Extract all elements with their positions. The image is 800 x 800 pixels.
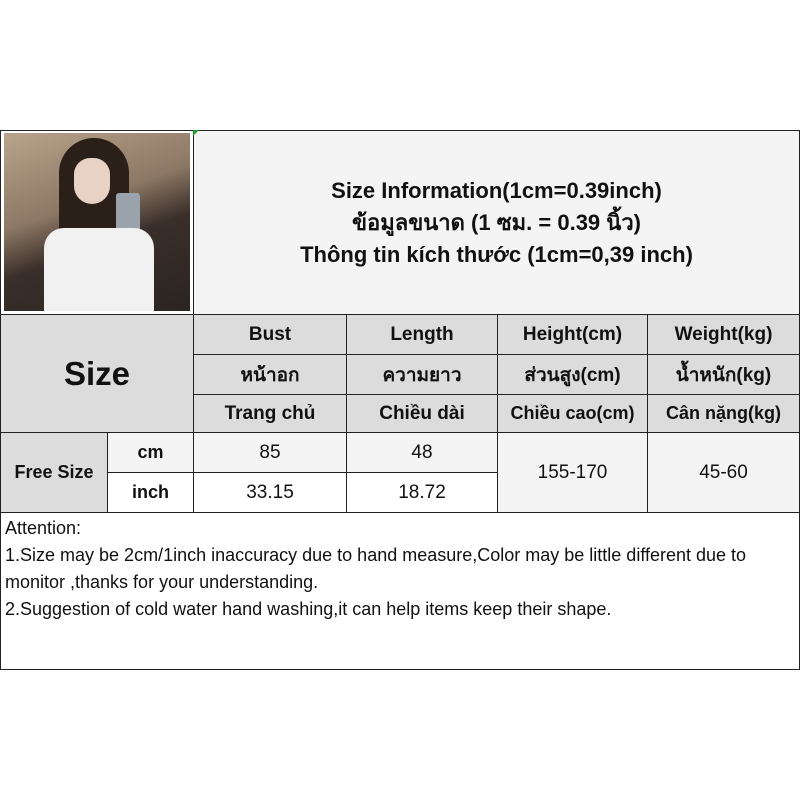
col-bust-vi: Trang chủ	[193, 394, 347, 433]
col-height-th: ส่วนสูง(cm)	[497, 354, 648, 395]
attention-line-2: 2.Suggestion of cold water hand washing,…	[5, 599, 612, 619]
attention-line-1: 1.Size may be 2cm/1inch inaccuracy due t…	[5, 545, 747, 592]
col-weight-vi: Cân nặng(kg)	[647, 394, 800, 433]
col-length-vi: Chiều dài	[346, 394, 498, 433]
height-value: 155-170	[497, 432, 648, 513]
bust-cm: 85	[193, 432, 347, 473]
col-length-en: Length	[346, 314, 498, 355]
col-weight-en: Weight(kg)	[647, 314, 800, 355]
col-bust-th: หน้าอก	[193, 354, 347, 395]
free-size-label: Free Size	[0, 432, 108, 513]
title-th: ข้อมูลขนาด (1 ซม. = 0.39 นิ้ว)	[351, 209, 641, 235]
unit-inch: inch	[107, 472, 194, 513]
col-bust-en: Bust	[193, 314, 347, 355]
title-en: Size Information(1cm=0.39inch)	[331, 177, 662, 203]
attention-box: Attention: 1.Size may be 2cm/1inch inacc…	[0, 512, 800, 670]
cell-marker	[193, 130, 199, 136]
product-photo	[4, 133, 190, 311]
col-height-vi: Chiều cao(cm)	[497, 394, 648, 433]
title-cell: Size Information(1cm=0.39inch) ข้อมูลขนา…	[193, 130, 800, 315]
title-vi: Thông tin kích thước (1cm=0,39 inch)	[300, 241, 693, 267]
unit-cm: cm	[107, 432, 194, 473]
weight-value: 45-60	[647, 432, 800, 513]
col-height-en: Height(cm)	[497, 314, 648, 355]
size-header: Size	[0, 314, 194, 433]
length-cm: 48	[346, 432, 498, 473]
length-inch: 18.72	[346, 472, 498, 513]
attention-heading: Attention:	[5, 518, 82, 538]
col-length-th: ความยาว	[346, 354, 498, 395]
col-weight-th: น้ำหนัก(kg)	[647, 354, 800, 395]
bust-inch: 33.15	[193, 472, 347, 513]
